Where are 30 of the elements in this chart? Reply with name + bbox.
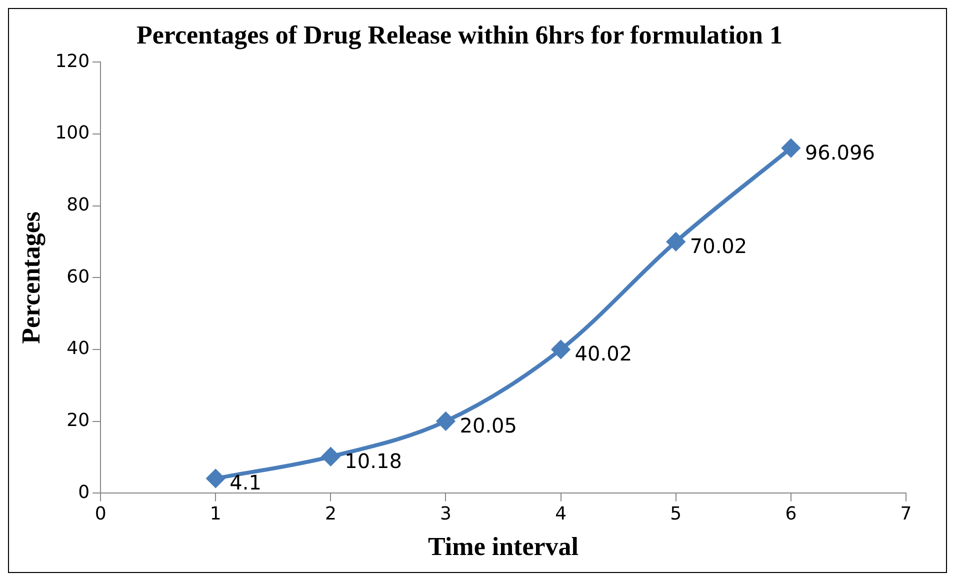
point xyxy=(552,340,570,358)
point xyxy=(666,232,685,251)
data-label: 40.02 xyxy=(574,342,632,366)
x-tick-label: 2 xyxy=(324,504,336,525)
x-tick-label: 5 xyxy=(670,504,682,525)
x-tick-label: 3 xyxy=(440,504,452,525)
point xyxy=(436,412,455,430)
x-axis-title: Time interval xyxy=(428,532,579,562)
data-label: 4.1 xyxy=(230,470,262,495)
y-tick-label: 20 xyxy=(66,410,90,432)
point xyxy=(206,469,225,488)
x-tick-label: 7 xyxy=(900,504,912,525)
y-tick-label: 120 xyxy=(55,50,90,72)
y-tick-label: 100 xyxy=(55,122,90,144)
data-label: 10.18 xyxy=(344,448,402,473)
point xyxy=(322,448,340,466)
y-tick-label: 40 xyxy=(66,338,90,360)
data-label: 96.096 xyxy=(804,140,875,164)
x-tick-label: 1 xyxy=(210,504,222,525)
data-label: 70.02 xyxy=(690,234,748,258)
y-tick-label: 0 xyxy=(78,482,90,503)
x-tick-label: 4 xyxy=(555,504,567,525)
y-tick-label: 60 xyxy=(66,266,90,288)
point xyxy=(782,139,800,158)
y-tick-label: 80 xyxy=(66,194,90,216)
chart-title: Percentages of Drug Release within 6hrs for formulation 1 xyxy=(136,20,783,50)
y-axis-title: Percentages xyxy=(16,212,46,344)
x-tick-label: 6 xyxy=(785,504,797,525)
x-tick-label: 0 xyxy=(94,504,106,525)
data-label: 20.05 xyxy=(460,413,518,438)
